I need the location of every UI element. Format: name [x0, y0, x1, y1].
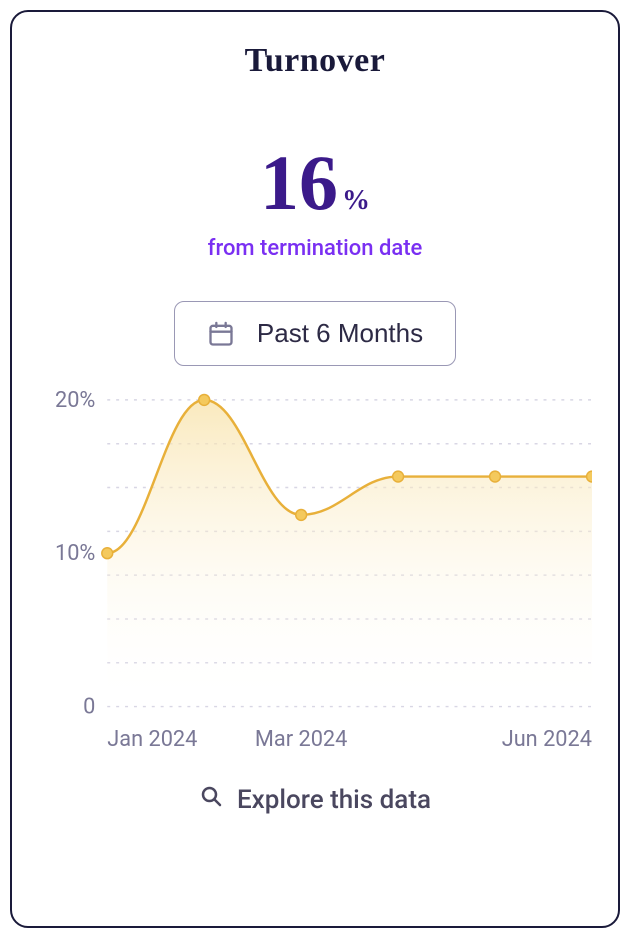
svg-text:Jan 2024: Jan 2024 [107, 727, 197, 746]
area-chart-svg: 0 10% 20% Jan 2024 Mar 2024 Jun 2024 [38, 390, 592, 746]
search-icon [199, 784, 223, 815]
svg-text:Jun 2024: Jun 2024 [502, 727, 592, 746]
svg-text:20%: 20% [55, 390, 95, 413]
stat-unit: % [342, 185, 370, 217]
explore-data-link[interactable]: Explore this data [199, 784, 431, 815]
stat-subtitle: from termination date [208, 236, 423, 261]
date-range-button[interactable]: Past 6 Months [174, 301, 456, 366]
svg-text:Mar 2024: Mar 2024 [255, 727, 347, 746]
card-title: Turnover [245, 42, 386, 80]
turnover-chart: 0 10% 20% Jan 2024 Mar 2024 Jun 2024 [38, 390, 592, 746]
svg-text:0: 0 [83, 694, 95, 719]
svg-text:10%: 10% [55, 541, 95, 566]
turnover-card: Turnover 16 % from termination date Past… [10, 10, 620, 928]
calendar-icon [207, 320, 235, 348]
explore-label: Explore this data [237, 785, 431, 815]
headline-stat: 16 % [260, 144, 370, 222]
date-range-label: Past 6 Months [257, 318, 423, 349]
stat-value: 16 [260, 144, 338, 222]
